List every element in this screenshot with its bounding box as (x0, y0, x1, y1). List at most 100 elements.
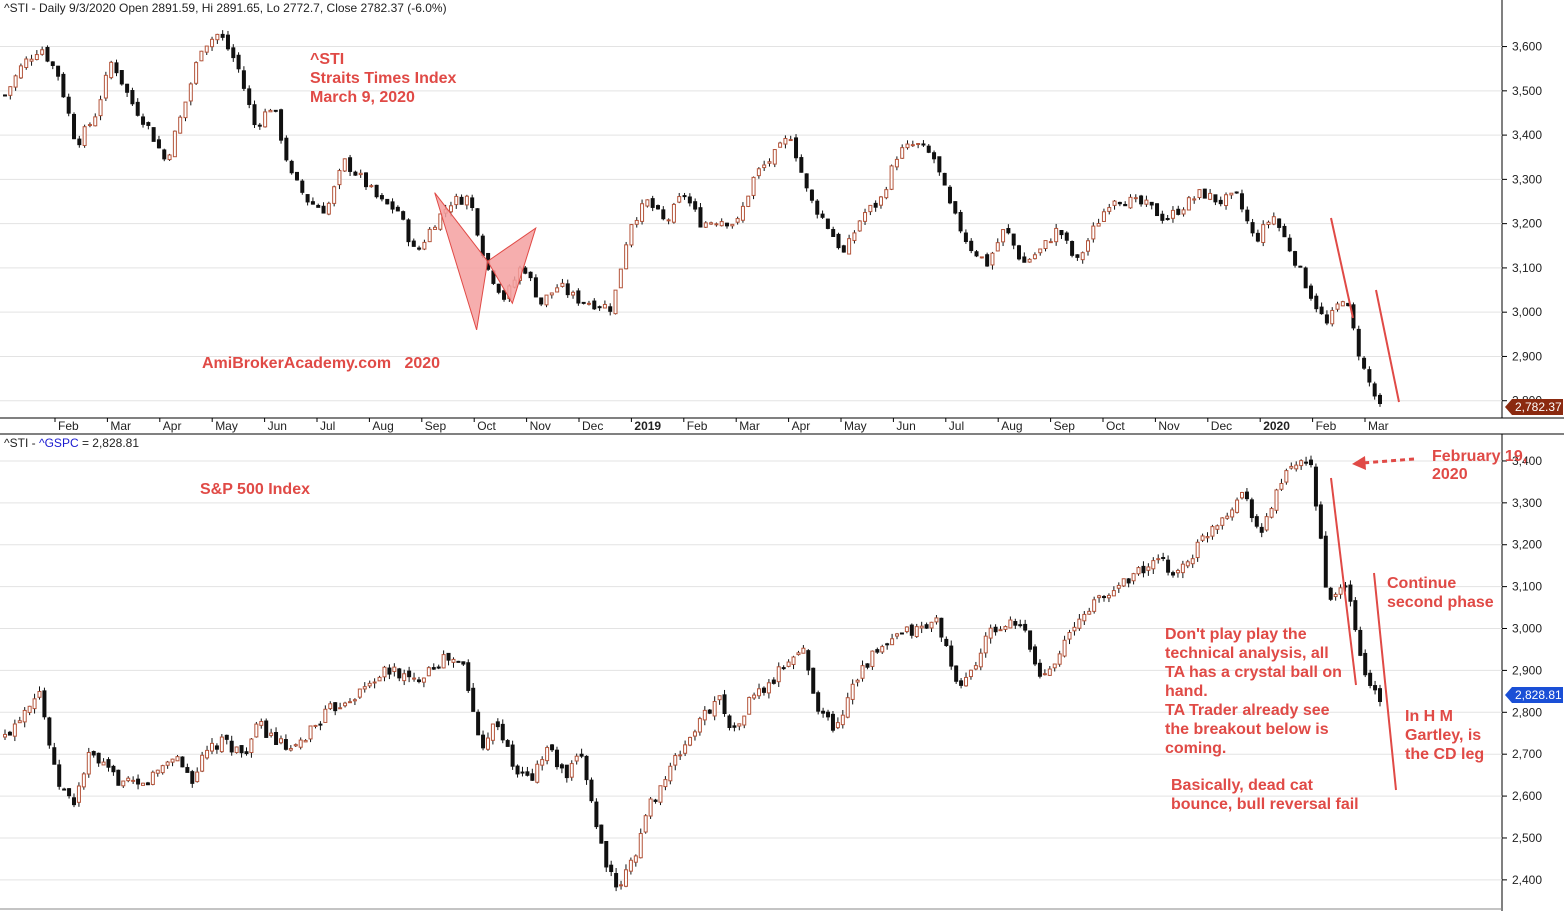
sti-candle-body (1192, 198, 1197, 201)
sp500-candle-body (559, 764, 564, 769)
sti-candle-body (1224, 194, 1229, 207)
sti-candle-body (284, 137, 289, 161)
sti-candle-body (645, 199, 650, 207)
sp500-candle-body (604, 840, 609, 868)
sp500-candle-body (412, 677, 417, 680)
sp500-candle-body (1102, 596, 1107, 599)
sp500-candle-body (890, 638, 895, 646)
sti-candle-body (586, 302, 591, 305)
sti-candle-body (364, 172, 369, 188)
sp500-candle-body (1180, 563, 1185, 574)
sp500-candle-body (1033, 646, 1038, 665)
sp500-candle-body (42, 690, 47, 718)
sti-x-tick-label: Nov (530, 419, 551, 433)
sp500-candle-body (1279, 483, 1284, 490)
sp500-candle-body (1013, 621, 1018, 626)
sti-candle-body (618, 268, 623, 289)
sp500-candle-body (416, 679, 421, 683)
sp500-candle-body (3, 733, 7, 738)
sp500-last-value-label: 2,828.81 (1515, 688, 1562, 702)
sti-candle-body (1064, 232, 1069, 241)
sp500-candle-body (101, 761, 106, 766)
sti-x-tick-label: Sep (425, 419, 447, 433)
sp500-candle-body (195, 771, 200, 783)
sti-candle-body (629, 224, 634, 246)
sti-candle-body (555, 287, 560, 293)
sti-candle-body (188, 83, 193, 102)
sp500-candle-body (1146, 566, 1151, 571)
sp500-candle-body (456, 660, 461, 663)
sp500-candle-body (155, 769, 160, 774)
sti-candles (3, 30, 1382, 407)
sp500-candle-body (944, 638, 949, 647)
sp500-candle-body (71, 797, 76, 806)
sti-candle-body (1208, 192, 1213, 200)
sp500-candle-body (781, 667, 786, 670)
sp500-candle-body (673, 755, 678, 766)
sp500-candle-body (1003, 626, 1008, 630)
sp500-candle-body (515, 765, 520, 775)
sti-candle-body (342, 158, 347, 172)
sp500-candle-body (1299, 460, 1304, 467)
sti-candle-body (751, 176, 756, 196)
sp500-candle-body (653, 799, 658, 802)
sti-candle-body (1239, 193, 1244, 210)
sp500-candle-body (214, 745, 219, 750)
sti-candle-body (1011, 233, 1016, 246)
sp500-candle-body (259, 721, 264, 726)
sti-candle-body (847, 238, 852, 255)
sp500-candle-body (885, 643, 890, 646)
sti-x-tick-label: Oct (1106, 419, 1125, 433)
sp500-candle-body (648, 798, 653, 817)
sp500-candle-body (140, 782, 145, 786)
sp500-candle-body (983, 635, 988, 654)
sti-candle-body (1155, 203, 1160, 217)
sp500-candle-body (313, 724, 318, 727)
ta-annotation-line-4: hand. (1165, 683, 1208, 700)
sp500-candle-body (254, 723, 259, 738)
sti-candle-body (1319, 306, 1324, 315)
sp500-candle-body (1230, 509, 1235, 518)
sti-candle-body (725, 222, 730, 227)
sti-candle-body (1107, 207, 1112, 212)
sp500-candle-body (658, 785, 663, 803)
sti-candle-body (502, 290, 507, 300)
sp500-candle-body (1323, 535, 1328, 588)
sti-candle-body (671, 203, 676, 223)
sti-candle-body (1096, 222, 1101, 227)
sti-candle-body (374, 184, 379, 198)
sti-candle-body (310, 201, 315, 205)
sti-candle-body (549, 292, 554, 296)
sp500-candle-body (978, 652, 983, 668)
sti-x-tick-label: Apr (792, 419, 811, 433)
sp500-candle-body (668, 765, 673, 782)
sp500-candle-body (964, 676, 969, 687)
sti-candle-body (831, 229, 836, 237)
sti-candle-body (268, 109, 273, 113)
sti-candle-body (183, 101, 188, 119)
sti-candle-body (852, 232, 857, 241)
sti-header-details: - Daily 9/3/2020 Open 2891.59, Hi 2891.6… (28, 1, 446, 15)
sp500-candle-body (707, 709, 712, 714)
sti-candle-body (698, 207, 703, 228)
sp500-candle-body (1348, 584, 1353, 602)
sp500-candle-body (1156, 558, 1161, 561)
sti-candle-body (809, 189, 814, 201)
cd-leg-annotation-line-3: the CD leg (1405, 746, 1484, 763)
sti-candle-body (1314, 295, 1319, 310)
sti-candle-body (740, 205, 745, 221)
sp500-candle-body (397, 668, 402, 679)
sp500-candle-body (973, 665, 978, 670)
sp500-candle-body (1274, 489, 1279, 511)
sp500-candle-body (619, 884, 624, 887)
sti-candle-body (1123, 203, 1128, 207)
sp500-candle-body (1259, 526, 1264, 533)
sp500-candle-body (136, 778, 141, 785)
sp500-candle-body (569, 763, 574, 778)
sp500-candle-body (323, 708, 328, 723)
sp500-candle-body (614, 873, 619, 888)
sti-candle-body (236, 54, 241, 70)
ta-annotation-line-3: TA has a crystal ball on (1165, 664, 1342, 681)
sti-candle-body (289, 160, 294, 174)
sp500-candle-body (1269, 508, 1274, 518)
